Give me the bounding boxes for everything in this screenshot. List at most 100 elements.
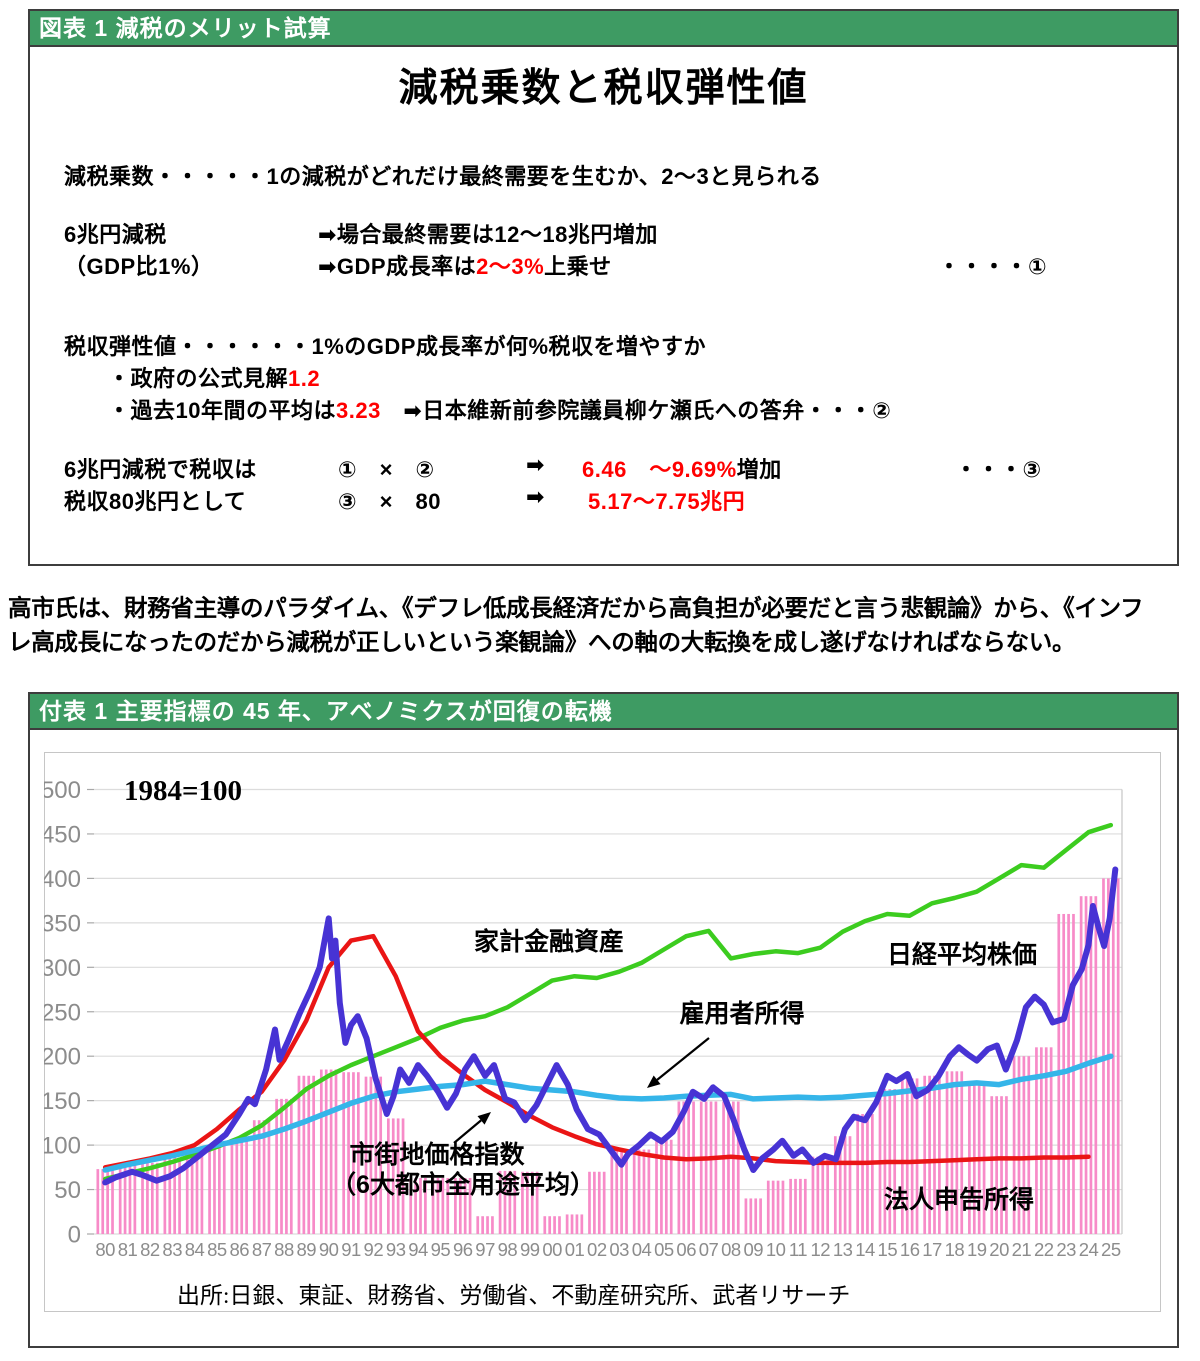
bar-法人申告所得 [476,1216,480,1234]
bar-法人申告所得 [1094,896,1098,1234]
bar-法人申告所得 [163,1157,167,1234]
bar-法人申告所得 [463,1177,467,1234]
figure1-block1-row1: 6兆円減税 ➡場合最終需要は12～18兆円増加 [30,217,1177,247]
x-axis-label: 01 [565,1239,585,1260]
block1-arrow1: ➡場合最終需要は12～18兆円増加 [318,222,658,247]
x-axis-label: 81 [118,1239,138,1260]
bar-法人申告所得 [945,1071,949,1234]
block3-red1: 6.46 ～9.69% [582,457,737,482]
bar-法人申告所得 [334,1069,338,1234]
bar-法人申告所得 [950,1071,954,1234]
x-axis-label: 00 [542,1239,562,1260]
x-axis-label: 99 [520,1239,540,1260]
line-日経平均株価 [102,866,1119,1186]
bar-法人申告所得 [732,1101,735,1234]
x-axis-label: 97 [475,1239,495,1260]
block3-formula1: ① × ② [338,457,435,482]
bar-法人申告所得 [736,1101,740,1234]
bar-法人申告所得 [118,1165,122,1234]
bar-法人申告所得 [821,1156,825,1234]
gov-view-text: ・政府の公式見解1.2 [108,361,320,393]
x-axis-label: 95 [431,1239,451,1260]
bar-法人申告所得 [570,1214,574,1234]
x-axis-label: 90 [319,1239,339,1260]
block1-label2: （GDP比1%） [64,254,214,279]
bar-法人申告所得 [754,1198,758,1234]
bar-法人申告所得 [960,1071,964,1234]
bar-法人申告所得 [632,1149,636,1234]
x-axis-label: 82 [140,1239,160,1260]
bar-法人申告所得 [409,1177,413,1234]
bar-法人申告所得 [771,1180,775,1234]
block1-arrow2-red: 2～3% [476,254,545,279]
bar-法人申告所得 [553,1216,556,1234]
bar-法人申告所得 [213,1145,216,1234]
y-axis-label: 250 [44,999,81,1026]
chart-frame: 0 50 100 150 200 250 300 350 400 450 500 80 81 82 83 84… [41,752,1161,1312]
bar-法人申告所得 [235,1138,239,1234]
bar-法人申告所得 [704,1101,708,1234]
bar-法人申告所得 [637,1149,641,1234]
bar-法人申告所得 [548,1216,552,1234]
ten-year-avg-pre: ・過去10年間の平均は [108,398,336,423]
bar-法人申告所得 [669,1139,673,1234]
bar-法人申告所得 [240,1138,244,1234]
y-axis-label: 150 [44,1088,81,1115]
bar-法人申告所得 [280,1098,283,1234]
bar-法人申告所得 [1067,913,1070,1234]
bar-法人申告所得 [826,1156,830,1234]
ten-year-avg-red: 3.23 [335,398,381,423]
bar-法人申告所得 [513,1170,517,1234]
bar-法人申告所得 [297,1075,301,1234]
bar-法人申告所得 [928,1075,931,1234]
ten-year-avg-text: ・過去10年間の平均は3.23 ➡日本維新前参院議員柳ケ瀬氏への答弁・・・② [108,393,891,425]
block3-value1: 6.46 ～9.69%増加 [582,452,782,484]
bar-法人申告所得 [1039,1047,1043,1234]
line-市街地価格指数（6大都市全用途平均） [102,933,1091,1170]
block3-red2: 5.17～7.75兆円 [588,489,746,514]
x-axis-label: 24 [1079,1239,1099,1260]
bar-法人申告所得 [208,1145,211,1234]
bar-法人申告所得 [905,1078,909,1234]
figure1-box: 図表 1 減税のメリット試算 減税乗数と税収弾性値 減税乗数・・・・・1の減税が… [28,9,1179,566]
bar-法人申告所得 [190,1149,194,1234]
gov-view-red: 1.2 [288,366,321,391]
figure1-block1-row2: （GDP比1%） ➡GDP成長率は2～3%上乗せ ・・・・① [30,249,1177,279]
bar-法人申告所得 [168,1157,172,1234]
bar-法人申告所得 [401,1118,405,1234]
commentary-line2: レ高成長になったのだから減税が正しいという楽観論》への軸の大転換を成し遂げなけれ… [8,629,1076,655]
bar-法人申告所得 [468,1177,472,1234]
bar-法人申告所得 [871,1113,874,1234]
bar-法人申告所得 [722,1101,725,1234]
bar-法人申告所得 [289,1098,293,1234]
series-label-land2: （6大都市全用途平均） [331,1170,595,1199]
bar-法人申告所得 [347,1072,350,1234]
x-axis-label: 02 [587,1239,607,1260]
chart-border [44,752,1161,1312]
employee-arrow-head [647,1075,661,1088]
bar-法人申告所得 [995,1096,998,1234]
x-axis-label: 19 [967,1239,987,1260]
bar-法人申告所得 [267,1120,271,1234]
bar-法人申告所得 [173,1157,177,1234]
bar-法人申告所得 [615,1151,619,1234]
bar-法人申告所得 [150,1162,154,1234]
bar-法人申告所得 [687,1101,691,1234]
x-axis-label: 11 [789,1239,807,1260]
bar-法人申告所得 [558,1216,561,1234]
block3-label2: 税収80兆円として [64,489,247,514]
bar-法人申告所得 [1116,878,1120,1234]
figure1-block2-line2: ・政府の公式見解1.2 [30,361,1177,391]
bar-法人申告所得 [352,1072,355,1234]
bar-法人申告所得 [503,1170,507,1234]
bar-法人申告所得 [803,1178,807,1234]
block3-post1: 増加 [736,457,782,482]
x-axis-label: 03 [609,1239,629,1260]
index-note: 1984=100 [124,775,242,807]
bar-法人申告所得 [597,1171,601,1234]
bar-法人申告所得 [749,1198,753,1234]
bar-法人申告所得 [419,1177,422,1234]
x-axis-label: 85 [207,1239,227,1260]
bar-法人申告所得 [861,1113,864,1234]
bar-法人申告所得 [781,1180,785,1234]
